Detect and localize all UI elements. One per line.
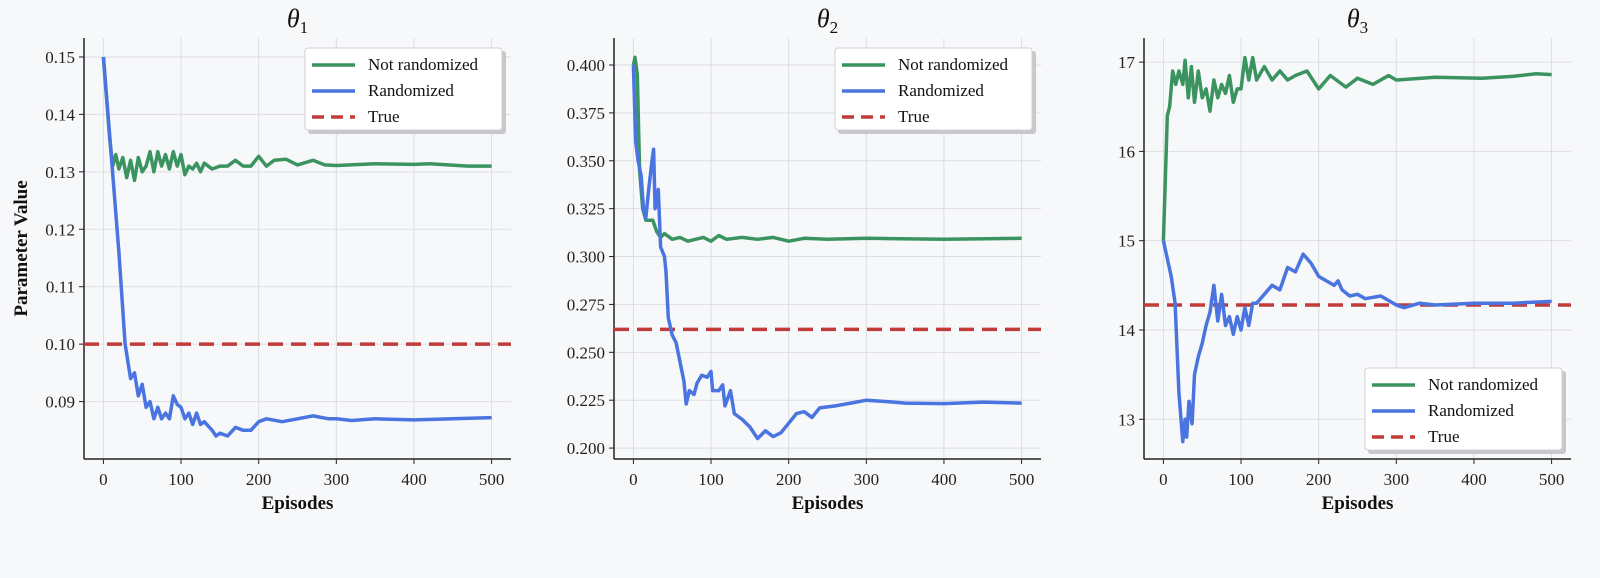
y-tick-label: 0.325: [567, 200, 605, 219]
x-tick-label: 400: [1461, 470, 1487, 489]
not-randomized-line: [1161, 55, 1552, 241]
y-tick-label: 14: [1118, 321, 1136, 340]
legend: Not randomized Randomized True: [304, 47, 506, 134]
y-tick-label: 16: [1118, 142, 1135, 161]
y-tick-label: 0.225: [567, 391, 605, 410]
title-subscript: 2: [830, 18, 839, 37]
x-tick-label: 100: [1228, 470, 1254, 489]
x-tick-label: 400: [401, 470, 427, 489]
y-tick-label: 0.350: [567, 152, 605, 171]
panel-3: 0 100 200 300 400 500 13 14 15 16 17 θ3 Episodes Not …: [1118, 4, 1571, 514]
x-tick-label: 0: [99, 470, 108, 489]
y-tick-label: 0.375: [567, 104, 605, 123]
y-tick-label: 0.12: [45, 220, 75, 239]
legend-label: Not randomized: [898, 55, 1008, 74]
y-tick-label: 15: [1118, 232, 1135, 251]
legend-box: [304, 47, 503, 131]
legend: Not randomized Randomized True: [834, 47, 1036, 134]
x-axis-label: Episodes: [1322, 493, 1394, 514]
y-tick-label: 0.275: [567, 295, 605, 314]
title-subscript: 3: [1360, 18, 1369, 37]
legend-label: Not randomized: [368, 55, 478, 74]
x-axis-label: Episodes: [792, 493, 864, 514]
x-tick-label: 0: [629, 470, 638, 489]
x-tick-label: 200: [776, 470, 802, 489]
chart-title: θ2: [817, 4, 838, 37]
y-tick-label: 0.10: [45, 335, 75, 354]
legend-box: [834, 47, 1033, 131]
x-tick-label: 100: [698, 470, 724, 489]
legend-label: True: [1428, 427, 1460, 446]
y-axis-label: Parameter Value: [11, 180, 32, 316]
legend-label: Randomized: [1428, 401, 1514, 420]
chart-title: θ1: [287, 4, 308, 37]
legend-label: Randomized: [368, 81, 454, 100]
x-tick-label: 300: [1384, 470, 1410, 489]
plot-area: [1144, 55, 1571, 444]
y-tick-label: 0.400: [567, 56, 605, 75]
x-tick-label: 200: [1306, 470, 1332, 489]
y-tick-label: 0.300: [567, 248, 605, 267]
randomized-line: [101, 56, 492, 438]
panel-1: 0 100 200 300 400 500 0.09 0.10 0.11 0.12 0.13 0.14…: [11, 4, 511, 514]
y-tick-label: 0.250: [567, 343, 605, 362]
x-tick-label: 200: [246, 470, 272, 489]
title-subscript: 1: [300, 18, 309, 37]
y-tick-label: 0.13: [45, 163, 75, 182]
legend: Not randomized Randomized True: [1364, 367, 1566, 454]
y-tick-label: 0.200: [567, 439, 605, 458]
x-tick-label: 300: [854, 470, 880, 489]
not-randomized-line: [101, 56, 492, 183]
x-tick-label: 500: [1539, 470, 1565, 489]
plot-area: [84, 56, 511, 438]
x-tick-label: 300: [324, 470, 350, 489]
plot-area: [614, 55, 1041, 441]
chart-title: θ3: [1347, 4, 1368, 37]
x-axis-label: Episodes: [262, 493, 334, 514]
panel-2: 0 100 200 300 400 500 0.200 0.225 0.250 0.275 0.30…: [567, 4, 1041, 514]
x-tick-label: 500: [1009, 470, 1034, 489]
y-tick-label: 17: [1118, 53, 1136, 72]
randomized-line: [631, 64, 1022, 441]
y-tick-label: 0.14: [45, 105, 75, 124]
legend-label: True: [368, 107, 400, 126]
x-tick-label: 400: [931, 470, 957, 489]
title-symbol: θ: [1347, 4, 1360, 33]
legend-label: Not randomized: [1428, 375, 1538, 394]
legend-label: Randomized: [898, 81, 984, 100]
x-tick-label: 100: [168, 470, 194, 489]
title-symbol: θ: [817, 4, 830, 33]
y-tick-label: 13: [1118, 410, 1135, 429]
x-tick-label: 500: [479, 470, 505, 489]
x-tick-label: 0: [1159, 470, 1168, 489]
y-tick-label: 0.11: [46, 278, 75, 297]
legend-box: [1364, 367, 1563, 451]
legend-label: True: [898, 107, 930, 126]
y-tick-label: 0.09: [45, 393, 75, 412]
y-tick-label: 0.15: [45, 48, 75, 67]
randomized-line: [1161, 240, 1552, 444]
title-symbol: θ: [287, 4, 300, 33]
